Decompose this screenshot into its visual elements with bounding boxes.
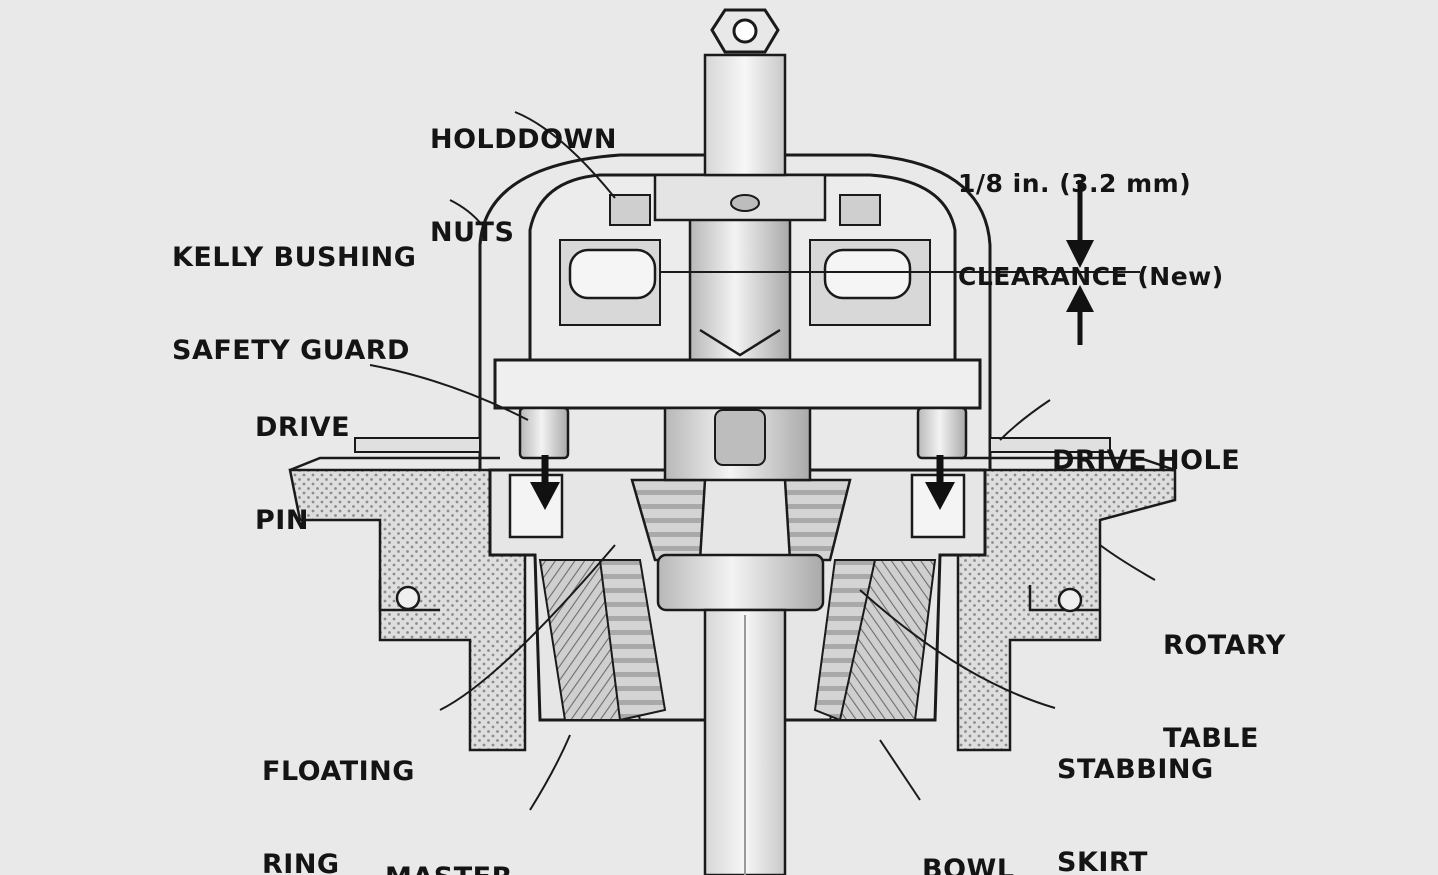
floating-ring-rollers	[630, 478, 852, 612]
rotary-table-right	[956, 456, 1177, 752]
drive-pin-arrows	[530, 455, 955, 510]
kelly-bushing-body	[493, 173, 1140, 482]
leader-lines	[369, 111, 1156, 811]
label-drive-pin: DRIVE PIN	[255, 412, 351, 536]
label-holddown-nuts: HOLDDOWN NUTS	[430, 124, 617, 248]
kelly-shaft-upper	[703, 53, 787, 177]
label-bowl: BOWL	[922, 854, 1015, 875]
label-floating-ring: FLOATING RING	[262, 756, 415, 875]
label-stabbing-skirt: STABBING SKIRT	[1057, 754, 1214, 875]
label-master-bushing: MASTER BUSHING	[385, 800, 528, 875]
label-clearance: 1/8 in. (3.2 mm) CLEARANCE (New)	[958, 169, 1224, 291]
label-kelly-bushing-safety-guard: KELLY BUSHING SAFETY GUARD	[172, 242, 417, 366]
label-drive-hole: DRIVE HOLE	[1052, 445, 1241, 476]
label-rotary-table: ROTARY TABLE	[1163, 630, 1286, 754]
safety-guard-dome	[478, 153, 992, 470]
clearance-arrows	[1066, 180, 1094, 345]
